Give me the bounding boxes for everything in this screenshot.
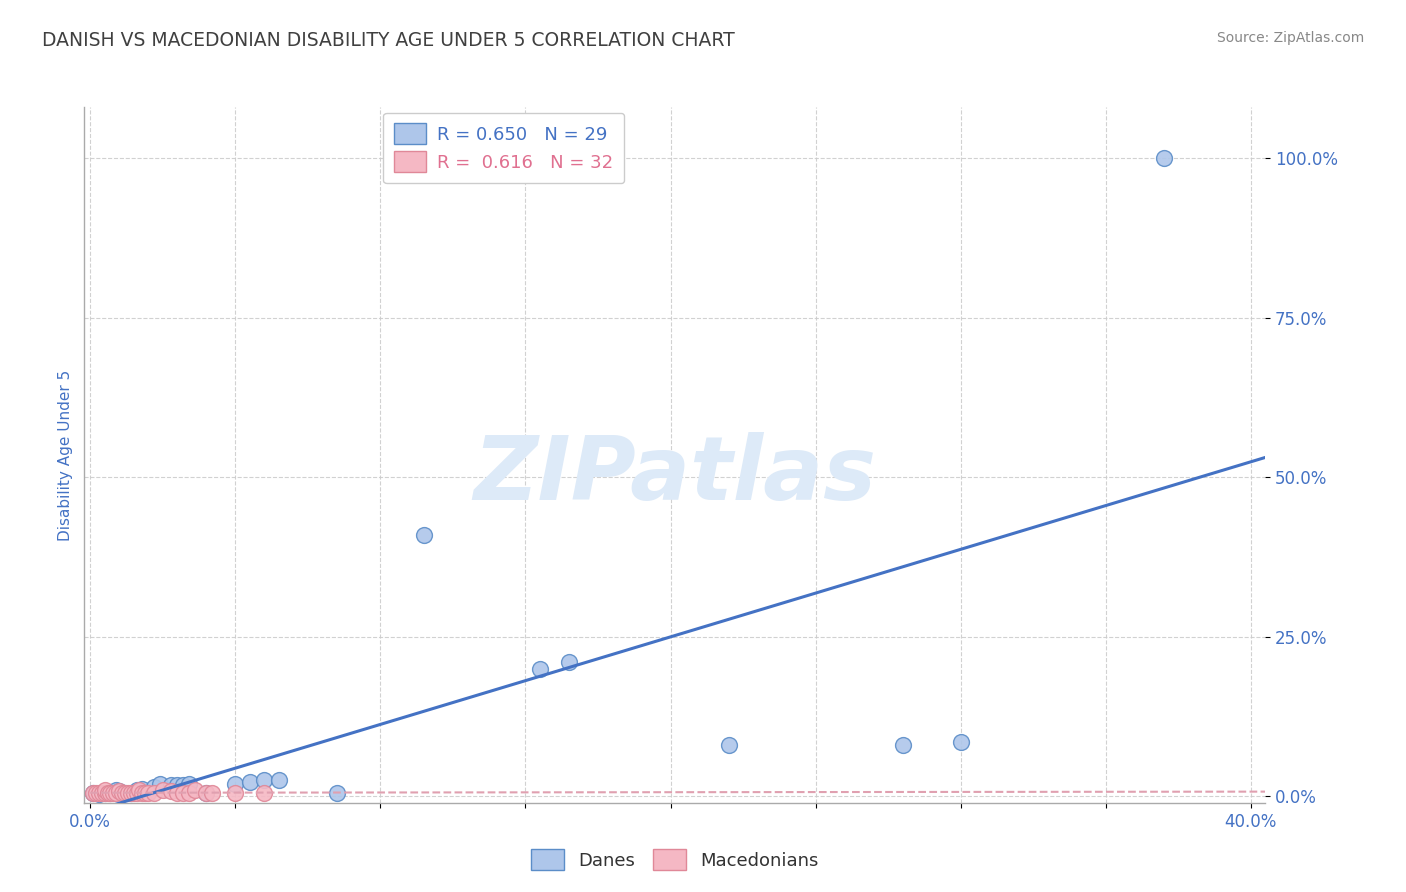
Point (125, 783, 148, 797)
Point (87, 786, 110, 800)
Point (117, 786, 139, 800)
Point (103, 786, 125, 800)
Point (412, 527, 434, 541)
Point (111, 786, 134, 800)
Point (891, 739, 914, 753)
Point (114, 786, 136, 800)
Point (267, 773, 290, 788)
Point (558, 656, 581, 670)
Point (122, 786, 145, 800)
Point (253, 773, 276, 788)
Text: ZIPatlas: ZIPatlas (474, 433, 876, 519)
Point (97, 786, 120, 800)
Point (131, 781, 153, 796)
Point (82, 786, 104, 800)
Point (100, 786, 122, 800)
Point (224, 777, 246, 791)
Point (160, 784, 183, 798)
Point (90, 786, 112, 800)
Point (143, 780, 166, 794)
Point (195, 786, 218, 800)
Point (108, 784, 131, 798)
Point (224, 786, 246, 800)
Point (160, 778, 183, 792)
Point (93, 786, 115, 800)
Point (172, 778, 194, 792)
Point (87, 787, 110, 801)
Point (100, 786, 122, 800)
Point (134, 786, 156, 800)
Point (108, 784, 131, 798)
Point (253, 786, 276, 800)
Text: DANISH VS MACEDONIAN DISABILITY AGE UNDER 5 CORRELATION CHART: DANISH VS MACEDONIAN DISABILITY AGE UNDE… (42, 31, 735, 50)
Point (177, 777, 200, 791)
Point (717, 739, 740, 753)
Point (183, 783, 205, 797)
Point (201, 786, 224, 800)
Text: Source: ZipAtlas.com: Source: ZipAtlas.com (1216, 31, 1364, 45)
Legend: Danes, Macedonians: Danes, Macedonians (524, 842, 825, 877)
Y-axis label: Disability Age Under 5: Disability Age Under 5 (58, 369, 73, 541)
Point (166, 778, 188, 792)
Point (949, 735, 972, 749)
Point (143, 786, 166, 800)
Point (152, 783, 174, 797)
Point (105, 786, 128, 800)
Point (131, 786, 153, 800)
Point (120, 786, 142, 800)
Point (177, 786, 200, 800)
Point (120, 786, 142, 800)
Point (326, 786, 349, 800)
Point (529, 662, 551, 676)
Point (128, 783, 150, 797)
Point (114, 786, 136, 800)
Point (149, 777, 172, 791)
Point (84, 786, 107, 800)
Point (93, 783, 115, 797)
Point (239, 775, 262, 789)
Point (1153, 151, 1175, 165)
Point (125, 786, 148, 800)
Point (172, 786, 194, 800)
Point (93, 786, 115, 800)
Point (105, 783, 128, 797)
Point (195, 786, 218, 800)
Point (82, 786, 104, 800)
Point (136, 786, 159, 800)
Point (166, 786, 188, 800)
